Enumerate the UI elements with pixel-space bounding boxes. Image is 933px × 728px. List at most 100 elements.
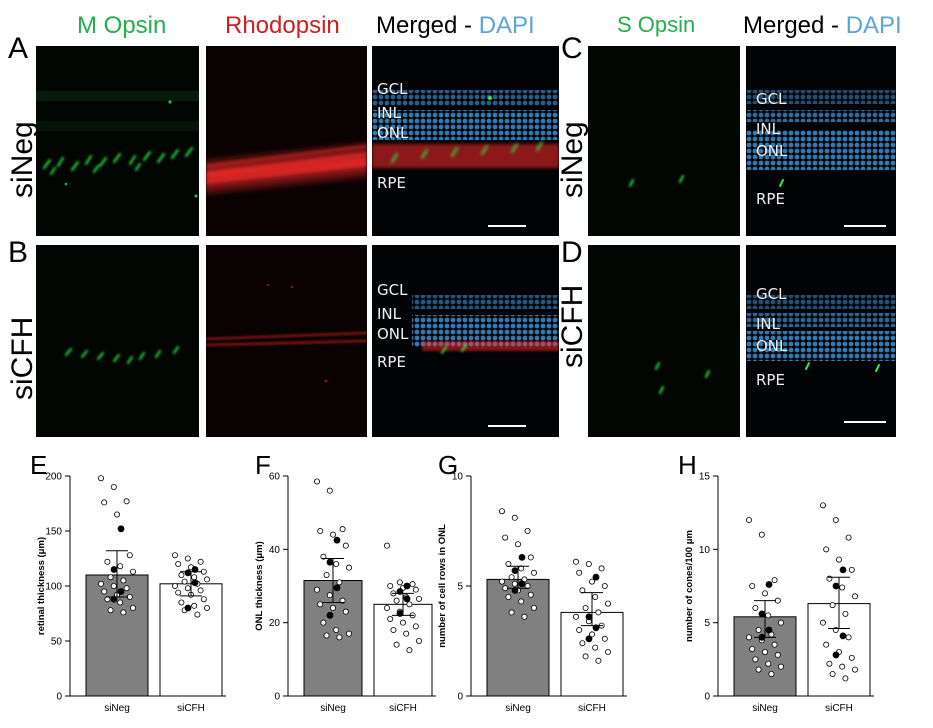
data-point-open	[758, 531, 765, 538]
layer-label-onl: ONL	[756, 142, 788, 160]
data-point-open	[175, 589, 182, 596]
y-tick-label: 10	[699, 545, 711, 556]
data-point-open	[829, 602, 836, 609]
data-point-filled	[396, 588, 404, 595]
data-point-open	[171, 583, 178, 590]
data-point-filled	[832, 582, 840, 590]
data-point-open	[101, 499, 108, 506]
data-point-open	[181, 578, 188, 585]
micrograph-b-rhodopsin-image	[206, 245, 367, 437]
bar	[373, 603, 433, 697]
data-point-open	[117, 563, 124, 570]
data-point-open	[346, 630, 353, 637]
data-point-open	[117, 599, 124, 606]
micrograph-b-merged: GCL INL ONL RPE	[372, 245, 559, 437]
layer-label-onl: ONL	[377, 325, 409, 343]
data-point-filled	[403, 595, 411, 603]
data-point-open	[755, 626, 762, 633]
data-point-open	[203, 576, 210, 583]
data-point-filled	[839, 632, 847, 640]
data-point-open	[778, 663, 785, 670]
data-point-open	[752, 604, 759, 611]
data-point-open	[826, 660, 833, 667]
micrograph-b-m-opsin	[36, 245, 199, 437]
data-point-open	[592, 644, 599, 651]
data-point-open	[823, 641, 830, 648]
micrograph-a-m-opsin-image	[36, 46, 199, 236]
data-point-open	[518, 598, 525, 605]
data-point-open	[330, 531, 337, 538]
merged-prefix: Merged -	[743, 12, 846, 39]
y-tick-label: 0	[704, 692, 710, 703]
micrograph-a-m-opsin	[36, 46, 199, 236]
panel-letter-c: C	[561, 32, 583, 65]
data-point-open	[396, 579, 403, 586]
data-point-open	[595, 657, 602, 664]
data-point-open	[197, 558, 204, 565]
micrograph-b-m-opsin-image	[36, 245, 199, 437]
data-point-filled	[592, 624, 600, 632]
micrograph-d-s-opsin-image	[588, 245, 740, 437]
data-point-filled	[585, 635, 593, 643]
data-point-open	[130, 568, 137, 575]
scale-bar	[488, 425, 526, 427]
data-point-open	[333, 626, 340, 633]
data-point-open	[403, 630, 410, 637]
data-point-open	[508, 574, 515, 581]
data-point-filled	[511, 567, 519, 574]
data-point-open	[765, 660, 772, 667]
data-point-open	[749, 583, 756, 590]
data-point-open	[749, 646, 756, 653]
data-point-open	[387, 583, 394, 590]
data-point-open	[320, 553, 327, 560]
y-tick-label: 150	[45, 527, 62, 538]
data-point-open	[755, 666, 762, 673]
data-point-open	[104, 558, 111, 565]
data-point-open	[835, 556, 842, 563]
data-point-open	[203, 604, 210, 611]
data-point-open	[98, 580, 105, 587]
data-point-open	[336, 634, 343, 641]
data-point-filled	[403, 582, 411, 590]
micrograph-b-merged-image	[372, 245, 559, 437]
panel-letter-e: E	[30, 450, 48, 480]
data-point-open	[98, 475, 105, 482]
data-point-open	[585, 561, 592, 568]
data-point-open	[323, 572, 330, 579]
chart-h-cones: 0 5 10 15 number of cones/100 μm siNeg siCFH	[684, 472, 874, 714]
data-point-open	[511, 514, 518, 521]
column-title-m-opsin: M Opsin	[77, 12, 167, 39]
layer-label-gcl: GCL	[377, 80, 408, 98]
y-tick-label: 200	[45, 472, 62, 483]
data-point-open	[383, 542, 390, 549]
data-point-open	[508, 609, 515, 616]
data-point-open	[336, 579, 343, 586]
micrograph-a-rhodopsin-image	[206, 46, 367, 236]
data-point-open	[175, 561, 182, 568]
panel-letter-b: B	[8, 236, 29, 269]
y-axis-label: ONL thickness (μm)	[254, 541, 265, 631]
x-tick-label: siNeg	[752, 703, 778, 714]
data-point-filled	[184, 604, 192, 612]
data-point-filled	[765, 581, 773, 588]
micrograph-d-s-opsin	[588, 245, 740, 437]
data-point-open	[582, 604, 589, 611]
data-point-open	[527, 591, 534, 598]
y-tick-label: 20	[269, 618, 281, 629]
y-axis-label: number of cones/100 μm	[684, 530, 695, 642]
data-point-open	[579, 640, 586, 647]
data-point-filled	[117, 588, 125, 595]
row-label-sicfh-left: siCFH	[6, 316, 39, 400]
data-point-open	[531, 604, 538, 611]
data-point-open	[383, 604, 390, 611]
data-point-open	[502, 534, 509, 541]
data-point-open	[323, 632, 330, 639]
data-point-filled	[326, 558, 334, 566]
data-point-open	[178, 599, 185, 606]
layer-label-gcl: GCL	[756, 90, 787, 108]
scale-bar	[488, 225, 526, 227]
data-point-open	[588, 578, 595, 585]
data-point-open	[839, 584, 846, 591]
panel-letter-g: G	[438, 450, 459, 480]
micrograph-c-merged: GCL INL ONL RPE	[746, 46, 896, 236]
